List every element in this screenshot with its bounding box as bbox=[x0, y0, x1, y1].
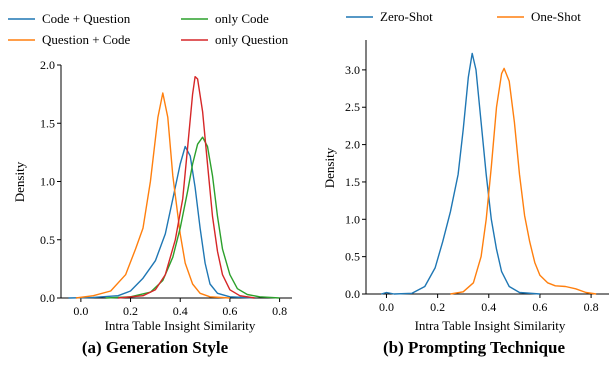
chart1-y-tick-label-4: 2.0 bbox=[40, 58, 55, 72]
chart1-x-tick-label-0: 0.0 bbox=[73, 304, 88, 318]
chart2-series-line-1 bbox=[450, 67, 597, 295]
chart2-x-axis-label: Intra Table Insight Similarity bbox=[415, 318, 566, 333]
chart1-y-tick-label-2: 1.0 bbox=[40, 175, 55, 189]
chart2-x-tick-label-3: 0.6 bbox=[532, 300, 547, 314]
chart2-legend-label-0: Zero-Shot bbox=[380, 9, 433, 24]
chart2-y-tick-label-4: 2.0 bbox=[345, 138, 360, 152]
chart2-x-tick-label-2: 0.4 bbox=[481, 300, 496, 314]
chart2-y-tick-label-6: 3.0 bbox=[345, 63, 360, 77]
chart1-legend-label-1: Question + Code bbox=[42, 32, 130, 47]
chart2-y-tick-label-1: 0.5 bbox=[345, 250, 360, 264]
chart1-y-tick-label-0: 0.0 bbox=[40, 291, 55, 305]
chart1-series-line-2 bbox=[105, 136, 280, 299]
chart2-x-tick-label-1: 0.2 bbox=[430, 300, 445, 314]
chart2-legend-label-1: One-Shot bbox=[531, 9, 581, 24]
chart2-series-line-0 bbox=[381, 52, 540, 295]
chart2-caption: (b) Prompting Technique bbox=[383, 338, 565, 357]
chart1-x-axis-label: Intra Table Insight Similarity bbox=[105, 318, 256, 333]
chart2-x-tick-label-0: 0.0 bbox=[379, 300, 394, 314]
chart1-y-tick-label-1: 0.5 bbox=[40, 233, 55, 247]
chart1-legend-label-2: only Code bbox=[215, 11, 269, 26]
chart2-y-tick-label-5: 2.5 bbox=[345, 100, 360, 114]
chart2-y-axis-label: Density bbox=[322, 147, 337, 188]
chart2-y-tick-label-0: 0.0 bbox=[345, 287, 360, 301]
chart1-x-tick-label-3: 0.6 bbox=[222, 304, 237, 318]
chart1-caption: (a) Generation Style bbox=[82, 338, 229, 357]
chart1-legend-label-3: only Question bbox=[215, 32, 289, 47]
chart1-series-line-0 bbox=[68, 145, 255, 299]
chart1-y-tick-label-3: 1.5 bbox=[40, 116, 55, 130]
chart2-y-tick-label-2: 1.0 bbox=[345, 212, 360, 226]
chart2-y-tick-label-3: 1.5 bbox=[345, 175, 360, 189]
chart1-series-line-3 bbox=[118, 76, 255, 299]
chart1-x-tick-label-2: 0.4 bbox=[173, 304, 188, 318]
chart1-y-axis-label: Density bbox=[12, 161, 27, 202]
chart1-x-tick-label-4: 0.8 bbox=[272, 304, 287, 318]
chart1-x-tick-label-1: 0.2 bbox=[123, 304, 138, 318]
chart1-legend-label-0: Code + Question bbox=[42, 11, 131, 26]
chart2-x-tick-label-4: 0.8 bbox=[584, 300, 599, 314]
chart1-series-line-1 bbox=[75, 92, 230, 299]
